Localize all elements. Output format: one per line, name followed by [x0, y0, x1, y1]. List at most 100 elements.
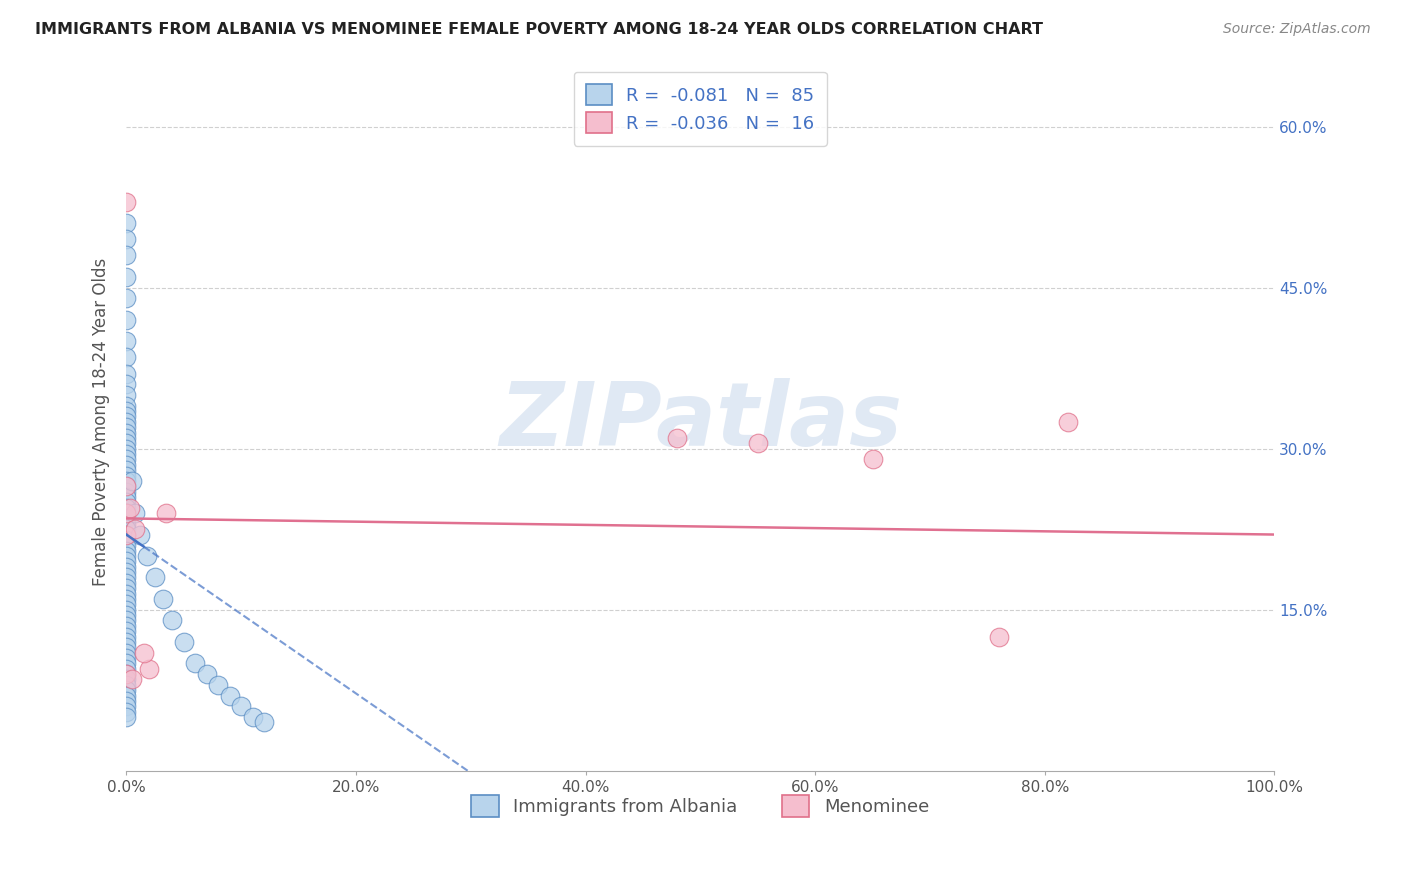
Point	[115, 431, 138, 445]
Point	[121, 474, 143, 488]
Point	[115, 495, 138, 509]
Point	[747, 436, 769, 450]
Point	[115, 511, 138, 525]
Point	[115, 522, 138, 536]
Point	[115, 646, 138, 660]
Point	[115, 570, 138, 584]
Point	[115, 586, 138, 600]
Point	[115, 689, 138, 703]
Point	[115, 232, 138, 246]
Point	[115, 710, 138, 724]
Point	[115, 581, 138, 595]
Point	[115, 458, 138, 472]
Point	[115, 367, 138, 381]
Point	[115, 399, 138, 413]
Point	[115, 683, 138, 698]
Point	[115, 554, 138, 568]
Point	[115, 597, 138, 611]
Point	[115, 463, 138, 477]
Text: Source: ZipAtlas.com: Source: ZipAtlas.com	[1223, 22, 1371, 37]
Point	[115, 313, 138, 327]
Point	[115, 452, 138, 467]
Point	[115, 591, 138, 606]
Point	[115, 516, 138, 531]
Point	[115, 533, 138, 547]
Point	[115, 667, 138, 681]
Point	[132, 646, 155, 660]
Point	[115, 425, 138, 440]
Point	[115, 635, 138, 649]
Point	[115, 565, 138, 579]
Point	[115, 468, 138, 483]
Point	[115, 388, 138, 402]
Point	[253, 715, 276, 730]
Point	[118, 500, 141, 515]
Point	[115, 614, 138, 628]
Point	[115, 602, 138, 616]
Point	[115, 619, 138, 633]
Point	[115, 667, 138, 681]
Point	[115, 248, 138, 262]
Point	[242, 710, 264, 724]
Point	[129, 527, 152, 541]
Point	[115, 640, 138, 655]
Point	[115, 404, 138, 418]
Point	[115, 559, 138, 574]
Point	[115, 479, 138, 493]
Point	[124, 522, 146, 536]
Point	[115, 624, 138, 639]
Point	[138, 662, 160, 676]
Point	[115, 269, 138, 284]
Point	[115, 474, 138, 488]
Point	[218, 689, 240, 703]
Point	[115, 527, 138, 541]
Point	[115, 657, 138, 671]
Point	[115, 334, 138, 349]
Point	[115, 543, 138, 558]
Point	[207, 678, 229, 692]
Point	[115, 549, 138, 563]
Point	[1056, 415, 1078, 429]
Point	[115, 442, 138, 456]
Point	[115, 216, 138, 230]
Point	[115, 194, 138, 209]
Point	[152, 591, 174, 606]
Point	[115, 377, 138, 392]
Point	[155, 506, 177, 520]
Point	[115, 479, 138, 493]
Point	[115, 673, 138, 687]
Point	[136, 549, 159, 563]
Point	[115, 409, 138, 424]
Point	[115, 506, 138, 520]
Text: ZIPatlas: ZIPatlas	[499, 378, 901, 466]
Point	[987, 630, 1010, 644]
Y-axis label: Female Poverty Among 18-24 Year Olds: Female Poverty Among 18-24 Year Olds	[93, 258, 110, 586]
Point	[115, 420, 138, 434]
Point	[115, 705, 138, 719]
Text: IMMIGRANTS FROM ALBANIA VS MENOMINEE FEMALE POVERTY AMONG 18-24 YEAR OLDS CORREL: IMMIGRANTS FROM ALBANIA VS MENOMINEE FEM…	[35, 22, 1043, 37]
Point	[121, 673, 143, 687]
Point	[115, 575, 138, 590]
Point	[124, 506, 146, 520]
Point	[115, 500, 138, 515]
Point	[143, 570, 166, 584]
Point	[115, 678, 138, 692]
Point	[115, 608, 138, 623]
Point	[115, 694, 138, 708]
Point	[862, 452, 884, 467]
Point	[115, 527, 138, 541]
Point	[115, 699, 138, 714]
Point	[229, 699, 252, 714]
Point	[115, 447, 138, 461]
Point	[115, 538, 138, 552]
Point	[115, 630, 138, 644]
Point	[184, 657, 207, 671]
Point	[195, 667, 218, 681]
Point	[173, 635, 195, 649]
Point	[115, 506, 138, 520]
Point	[160, 614, 183, 628]
Point	[115, 651, 138, 665]
Legend: Immigrants from Albania, Menominee: Immigrants from Albania, Menominee	[464, 788, 936, 824]
Point	[115, 490, 138, 504]
Point	[666, 431, 689, 445]
